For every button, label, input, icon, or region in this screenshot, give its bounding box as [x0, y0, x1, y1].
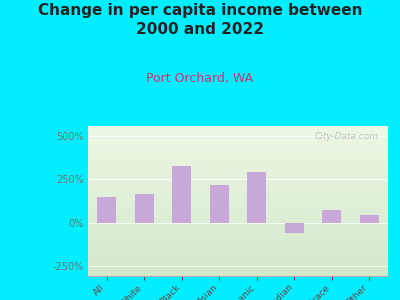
Text: Port Orchard, WA: Port Orchard, WA	[146, 72, 254, 85]
Bar	[172, 166, 191, 223]
Bar	[97, 197, 116, 223]
Bar	[247, 172, 266, 223]
Bar	[210, 184, 229, 223]
Bar	[135, 194, 154, 223]
Text: City-Data.com: City-Data.com	[315, 132, 379, 141]
Bar	[322, 211, 341, 223]
Bar	[360, 215, 379, 223]
Text: Change in per capita income between
2000 and 2022: Change in per capita income between 2000…	[38, 3, 362, 37]
Bar	[285, 223, 304, 233]
